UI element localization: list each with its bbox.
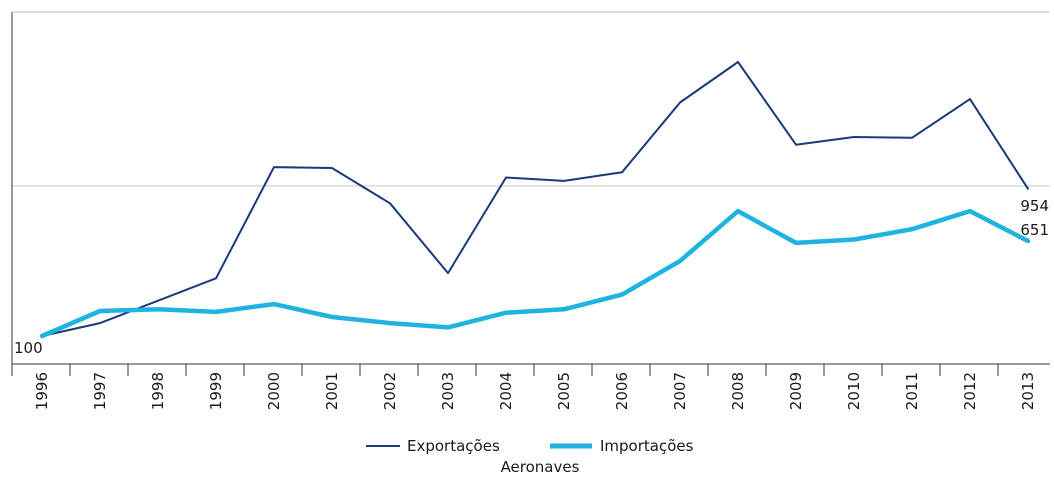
- x-tick-label: 2009: [787, 372, 805, 410]
- x-tick-label: 2005: [555, 372, 573, 410]
- x-tick-label: 2011: [903, 372, 921, 410]
- x-tick-label: 2008: [729, 372, 747, 410]
- x-tick-label: 2004: [497, 372, 515, 410]
- series-line-importacoes: [39, 208, 1031, 339]
- series-line-exportacoes: [41, 61, 1029, 337]
- x-axis-caption: Aeronaves: [501, 458, 580, 476]
- legend-label-importacoes: Importações: [600, 437, 694, 455]
- series-layer: [39, 61, 1031, 339]
- x-tick-label: 2002: [381, 372, 399, 410]
- value-labels: 100 954 651: [14, 197, 1049, 357]
- x-tick-label: 2010: [845, 372, 863, 410]
- end-value-label-exportacoes: 954: [1020, 197, 1049, 215]
- x-tick-label: 2003: [439, 372, 457, 410]
- legend-label-exportacoes: Exportações: [407, 437, 500, 455]
- x-tick-label: 1997: [91, 372, 109, 410]
- x-tick-label: 1998: [149, 372, 167, 410]
- axes: [11, 11, 1050, 376]
- x-tick-label: 2006: [613, 372, 631, 410]
- x-tick-label: 2012: [961, 372, 979, 410]
- x-tick-label: 2000: [265, 372, 283, 410]
- start-value-label: 100: [14, 339, 43, 357]
- x-tick-label: 1996: [33, 372, 51, 410]
- x-tick-label: 2001: [323, 372, 341, 410]
- x-tick-label: 2013: [1019, 372, 1037, 410]
- x-ticks: 1996 1997 1998 1999 2000 2001 2002 2003 2004 2005…: [11, 364, 1037, 410]
- x-tick-label: 1999: [207, 372, 225, 410]
- legend: Exportações Importações: [366, 437, 694, 455]
- x-tick-label: 2007: [671, 372, 689, 410]
- end-value-label-importacoes: 651: [1020, 221, 1049, 239]
